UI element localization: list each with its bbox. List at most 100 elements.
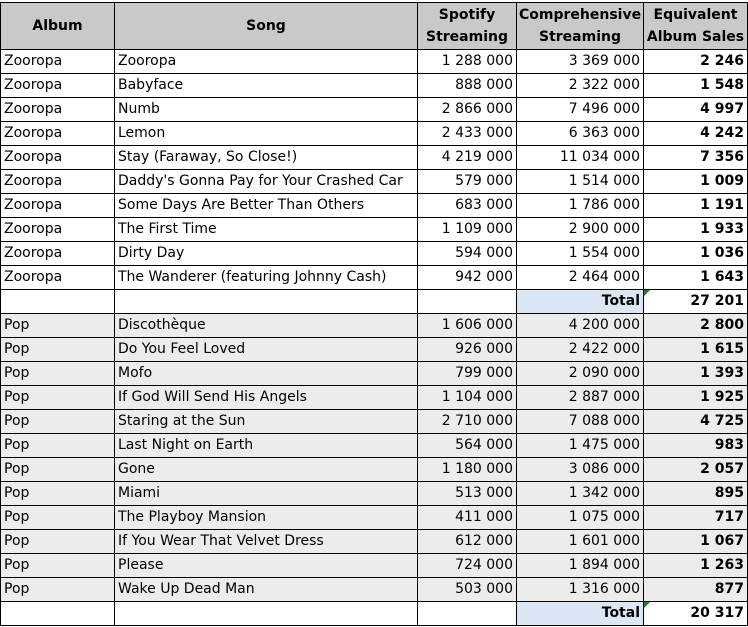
comprehensive-streaming-cell[interactable]: 4 200 000 bbox=[516, 313, 644, 338]
album-cell[interactable]: Zooropa bbox=[0, 121, 115, 146]
comprehensive-streaming-cell[interactable]: 2 090 000 bbox=[516, 361, 644, 386]
comprehensive-streaming-cell[interactable]: 1 514 000 bbox=[516, 169, 644, 194]
comprehensive-streaming-header[interactable]: Comprehensive Streaming bbox=[516, 2, 644, 50]
album-cell[interactable]: Zooropa bbox=[0, 73, 115, 98]
equivalent-album-sales-cell[interactable]: 1 191 bbox=[643, 193, 748, 218]
empty-cell[interactable] bbox=[417, 289, 517, 314]
album-cell[interactable]: Zooropa bbox=[0, 97, 115, 122]
empty-cell[interactable] bbox=[417, 601, 517, 626]
comprehensive-streaming-cell[interactable]: 6 363 000 bbox=[516, 121, 644, 146]
comprehensive-streaming-cell[interactable]: 2 900 000 bbox=[516, 217, 644, 242]
comprehensive-streaming-cell[interactable]: 1 601 000 bbox=[516, 529, 644, 554]
spotify-streaming-cell[interactable]: 799 000 bbox=[417, 361, 517, 386]
spotify-streaming-cell[interactable]: 2 433 000 bbox=[417, 121, 517, 146]
album-cell[interactable]: Pop bbox=[0, 577, 115, 602]
song-cell[interactable]: The First Time bbox=[114, 217, 418, 242]
song-cell[interactable]: Last Night on Earth bbox=[114, 433, 418, 458]
comprehensive-streaming-cell[interactable]: 3 086 000 bbox=[516, 457, 644, 482]
song-cell[interactable]: Discothèque bbox=[114, 313, 418, 338]
album-cell[interactable]: Pop bbox=[0, 313, 115, 338]
song-cell[interactable]: Gone bbox=[114, 457, 418, 482]
spotify-streaming-cell[interactable]: 579 000 bbox=[417, 169, 517, 194]
equivalent-album-sales-cell[interactable]: 1 643 bbox=[643, 265, 748, 290]
spotify-streaming-cell[interactable]: 503 000 bbox=[417, 577, 517, 602]
empty-cell[interactable] bbox=[0, 601, 115, 626]
album-cell[interactable]: Pop bbox=[0, 361, 115, 386]
spotify-streaming-cell[interactable]: 926 000 bbox=[417, 337, 517, 362]
comprehensive-streaming-cell[interactable]: 2 422 000 bbox=[516, 337, 644, 362]
equivalent-album-sales-cell[interactable]: 4 725 bbox=[643, 409, 748, 434]
comprehensive-streaming-cell[interactable]: 7 088 000 bbox=[516, 409, 644, 434]
equivalent-album-sales-cell[interactable]: 1 925 bbox=[643, 385, 748, 410]
album-cell[interactable]: Zooropa bbox=[0, 265, 115, 290]
empty-cell[interactable] bbox=[0, 289, 115, 314]
equivalent-album-sales-cell[interactable]: 1 263 bbox=[643, 553, 748, 578]
comprehensive-streaming-cell[interactable]: 1 075 000 bbox=[516, 505, 644, 530]
song-cell[interactable]: Daddy's Gonna Pay for Your Crashed Car bbox=[114, 169, 418, 194]
empty-cell[interactable] bbox=[114, 601, 418, 626]
song-cell[interactable]: Please bbox=[114, 553, 418, 578]
song-cell[interactable]: Miami bbox=[114, 481, 418, 506]
song-cell[interactable]: Wake Up Dead Man bbox=[114, 577, 418, 602]
spotify-streaming-cell[interactable]: 564 000 bbox=[417, 433, 517, 458]
equivalent-album-sales-cell[interactable]: 4 242 bbox=[643, 121, 748, 146]
spotify-streaming-cell[interactable]: 888 000 bbox=[417, 73, 517, 98]
spotify-streaming-cell[interactable]: 4 219 000 bbox=[417, 145, 517, 170]
album-cell[interactable]: Pop bbox=[0, 553, 115, 578]
equivalent-album-sales-cell[interactable]: 1 067 bbox=[643, 529, 748, 554]
comprehensive-streaming-cell[interactable]: 1 475 000 bbox=[516, 433, 644, 458]
total-label-cell[interactable]: Total bbox=[516, 289, 644, 314]
song-cell[interactable]: If God Will Send His Angels bbox=[114, 385, 418, 410]
comprehensive-streaming-cell[interactable]: 11 034 000 bbox=[516, 145, 644, 170]
album-cell[interactable]: Pop bbox=[0, 409, 115, 434]
spotify-streaming-cell[interactable]: 683 000 bbox=[417, 193, 517, 218]
song-cell[interactable]: Babyface bbox=[114, 73, 418, 98]
spotify-streaming-cell[interactable]: 1 606 000 bbox=[417, 313, 517, 338]
song-cell[interactable]: The Playboy Mansion bbox=[114, 505, 418, 530]
song-cell[interactable]: Numb bbox=[114, 97, 418, 122]
comprehensive-streaming-cell[interactable]: 1 554 000 bbox=[516, 241, 644, 266]
spotify-streaming-cell[interactable]: 724 000 bbox=[417, 553, 517, 578]
spotify-streaming-cell[interactable]: 1 109 000 bbox=[417, 217, 517, 242]
song-cell[interactable]: Mofo bbox=[114, 361, 418, 386]
spotify-streaming-cell[interactable]: 411 000 bbox=[417, 505, 517, 530]
album-cell[interactable]: Pop bbox=[0, 385, 115, 410]
equivalent-album-sales-cell[interactable]: 877 bbox=[643, 577, 748, 602]
comprehensive-streaming-cell[interactable]: 7 496 000 bbox=[516, 97, 644, 122]
album-cell[interactable]: Zooropa bbox=[0, 241, 115, 266]
album-cell[interactable]: Pop bbox=[0, 529, 115, 554]
comprehensive-streaming-cell[interactable]: 3 369 000 bbox=[516, 49, 644, 74]
album-cell[interactable]: Zooropa bbox=[0, 193, 115, 218]
comprehensive-streaming-cell[interactable]: 1 786 000 bbox=[516, 193, 644, 218]
spotify-streaming-header[interactable]: Spotify Streaming bbox=[417, 2, 517, 50]
equivalent-album-sales-cell[interactable]: 4 997 bbox=[643, 97, 748, 122]
equivalent-album-sales-cell[interactable]: 1 933 bbox=[643, 217, 748, 242]
spotify-streaming-cell[interactable]: 1 104 000 bbox=[417, 385, 517, 410]
equivalent-album-sales-cell[interactable]: 895 bbox=[643, 481, 748, 506]
spotify-streaming-cell[interactable]: 612 000 bbox=[417, 529, 517, 554]
comprehensive-streaming-cell[interactable]: 2 887 000 bbox=[516, 385, 644, 410]
song-cell[interactable]: Zooropa bbox=[114, 49, 418, 74]
comprehensive-streaming-cell[interactable]: 2 464 000 bbox=[516, 265, 644, 290]
equivalent-album-sales-cell[interactable]: 2 057 bbox=[643, 457, 748, 482]
total-label-cell[interactable]: Total bbox=[516, 601, 644, 626]
song-cell[interactable]: If You Wear That Velvet Dress bbox=[114, 529, 418, 554]
equivalent-album-sales-cell[interactable]: 717 bbox=[643, 505, 748, 530]
album-cell[interactable]: Pop bbox=[0, 505, 115, 530]
song-cell[interactable]: Lemon bbox=[114, 121, 418, 146]
equivalent-album-sales-cell[interactable]: 1 009 bbox=[643, 169, 748, 194]
album-cell[interactable]: Pop bbox=[0, 433, 115, 458]
equivalent-album-sales-cell[interactable]: 2 246 bbox=[643, 49, 748, 74]
total-value-cell[interactable]: 27 201 bbox=[643, 289, 748, 314]
comprehensive-streaming-cell[interactable]: 2 322 000 bbox=[516, 73, 644, 98]
equivalent-album-sales-cell[interactable]: 2 800 bbox=[643, 313, 748, 338]
spotify-streaming-cell[interactable]: 1 288 000 bbox=[417, 49, 517, 74]
song-cell[interactable]: Some Days Are Better Than Others bbox=[114, 193, 418, 218]
spotify-streaming-cell[interactable]: 942 000 bbox=[417, 265, 517, 290]
song-cell[interactable]: Stay (Faraway, So Close!) bbox=[114, 145, 418, 170]
equivalent-album-sales-cell[interactable]: 1 036 bbox=[643, 241, 748, 266]
song-cell[interactable]: Dirty Day bbox=[114, 241, 418, 266]
album-cell[interactable]: Pop bbox=[0, 481, 115, 506]
album-cell[interactable]: Pop bbox=[0, 457, 115, 482]
album-cell[interactable]: Zooropa bbox=[0, 145, 115, 170]
